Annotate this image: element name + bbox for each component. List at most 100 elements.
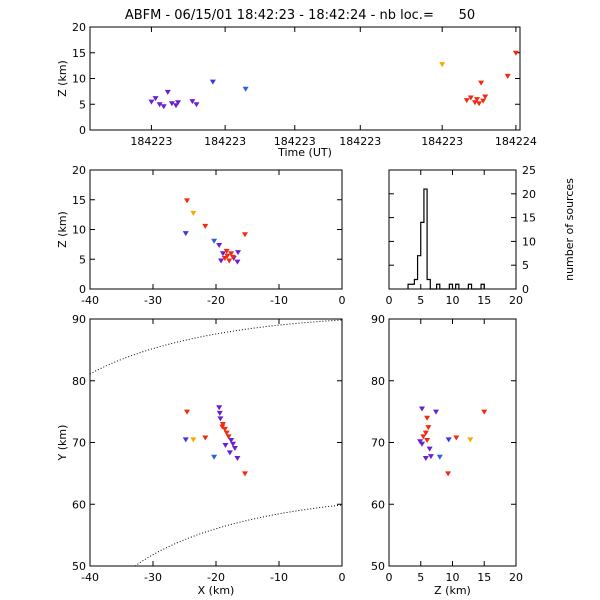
data-point	[221, 426, 228, 432]
y-tick-label: 5	[79, 253, 86, 266]
data-point	[230, 254, 237, 260]
data-point	[160, 104, 167, 110]
data-point	[228, 251, 235, 257]
x-tick-label: 15	[477, 294, 491, 307]
y-tick-label: 90	[72, 313, 86, 326]
data-point	[474, 97, 480, 103]
data-point	[242, 86, 249, 92]
data-point	[427, 454, 434, 460]
data-point	[226, 450, 233, 456]
data-point	[241, 471, 248, 477]
data-point	[463, 98, 470, 104]
data-point	[481, 409, 488, 415]
data-point	[223, 248, 230, 254]
y-tick-label: 5	[522, 259, 529, 272]
y-tick-label: 80	[72, 375, 86, 388]
y-tick-label: 80	[371, 375, 385, 388]
y-tick-label: 5	[79, 98, 86, 111]
x-tick-label: -10	[270, 294, 288, 307]
data-point	[156, 102, 163, 108]
data-point	[219, 251, 226, 257]
y-axis-label: Z (km)	[56, 60, 69, 97]
y-tick-label: 15	[72, 47, 86, 60]
x-tick-label: 15	[477, 571, 491, 584]
x-tick-label: 20	[509, 571, 523, 584]
y-tick-label: 20	[72, 164, 86, 177]
data-point	[420, 434, 427, 440]
data-point	[480, 98, 487, 104]
data-point	[228, 438, 235, 444]
data-point	[445, 437, 452, 443]
x-tick-label: -30	[144, 294, 162, 307]
data-point	[230, 441, 237, 447]
x-tick-label: 0	[386, 294, 393, 307]
x-tick-label: 20	[509, 294, 523, 307]
data-point	[241, 232, 248, 238]
x-tick-label: 10	[446, 571, 460, 584]
x-tick-label: -30	[144, 571, 162, 584]
data-point	[152, 96, 159, 102]
data-point	[190, 437, 197, 443]
data-point	[467, 437, 474, 443]
x-axis-label: Time (UT)	[277, 146, 332, 159]
y-tick-label: 15	[72, 194, 86, 207]
data-point	[234, 259, 241, 265]
x-tick-label: 0	[386, 571, 393, 584]
data-point	[209, 79, 216, 85]
data-point	[184, 409, 191, 415]
figure-title: ABFM - 06/15/01 18:42:23 - 18:42:24 - nb…	[125, 8, 475, 23]
data-point	[476, 101, 483, 107]
y-tick-label: 15	[522, 212, 536, 225]
data-point	[216, 405, 223, 411]
data-point	[148, 99, 155, 105]
y-tick-label: 20	[72, 21, 86, 34]
data-point	[234, 455, 241, 461]
data-point	[432, 409, 439, 415]
data-point	[439, 62, 446, 68]
data-point	[216, 410, 223, 416]
x-tick-label: 184224	[495, 135, 537, 148]
y-tick-label: 60	[72, 498, 86, 511]
data-point	[231, 446, 238, 452]
panel-x-z: 0 5 10 15 20 -40 -30 -20 -10 0 Z (km)	[56, 164, 346, 307]
x-axis-label: X (km)	[198, 584, 235, 597]
x-axis-label: Z (km)	[434, 584, 471, 597]
x-tick-label: 5	[417, 294, 424, 307]
data-point	[211, 238, 218, 244]
panel-time-z: 0 5 10 15 20 184223 184223 184223 184223 184223 18…	[56, 21, 537, 159]
y-tick-label: 25	[522, 164, 536, 177]
data-point	[193, 102, 200, 108]
data-point	[222, 442, 229, 448]
x-tick-label: 0	[339, 294, 346, 307]
y-tick-label: 0	[79, 124, 86, 137]
x-tick-label: -20	[207, 294, 225, 307]
x-tick-label: 5	[417, 571, 424, 584]
data-point	[182, 231, 189, 237]
data-point	[419, 406, 426, 412]
data-point	[235, 250, 242, 256]
data-point	[164, 89, 171, 95]
histogram-bars	[407, 188, 485, 290]
x-tick-label: 0	[339, 571, 346, 584]
plot-frame	[89, 26, 521, 131]
plot-frame	[89, 169, 343, 290]
range-contour-upper	[89, 319, 343, 375]
data-point	[218, 258, 225, 264]
data-point	[422, 430, 429, 436]
data-point	[422, 455, 429, 461]
data-point	[504, 73, 511, 79]
data-point	[211, 454, 218, 460]
data-point	[190, 210, 197, 216]
data-point	[173, 103, 179, 109]
data-point	[189, 99, 196, 105]
data-point	[226, 258, 233, 264]
data-point	[482, 94, 489, 100]
panel-x-y: 50 60 70 80 90 -40 -30 -20 -10 0 X (km) Y (km)	[56, 313, 346, 597]
y-axis-label: Y (km)	[56, 425, 69, 462]
y-tick-label: 60	[371, 498, 385, 511]
data-point	[219, 424, 226, 430]
data-point	[424, 415, 431, 421]
y-tick-label: 10	[72, 224, 86, 237]
data-point	[175, 100, 182, 106]
